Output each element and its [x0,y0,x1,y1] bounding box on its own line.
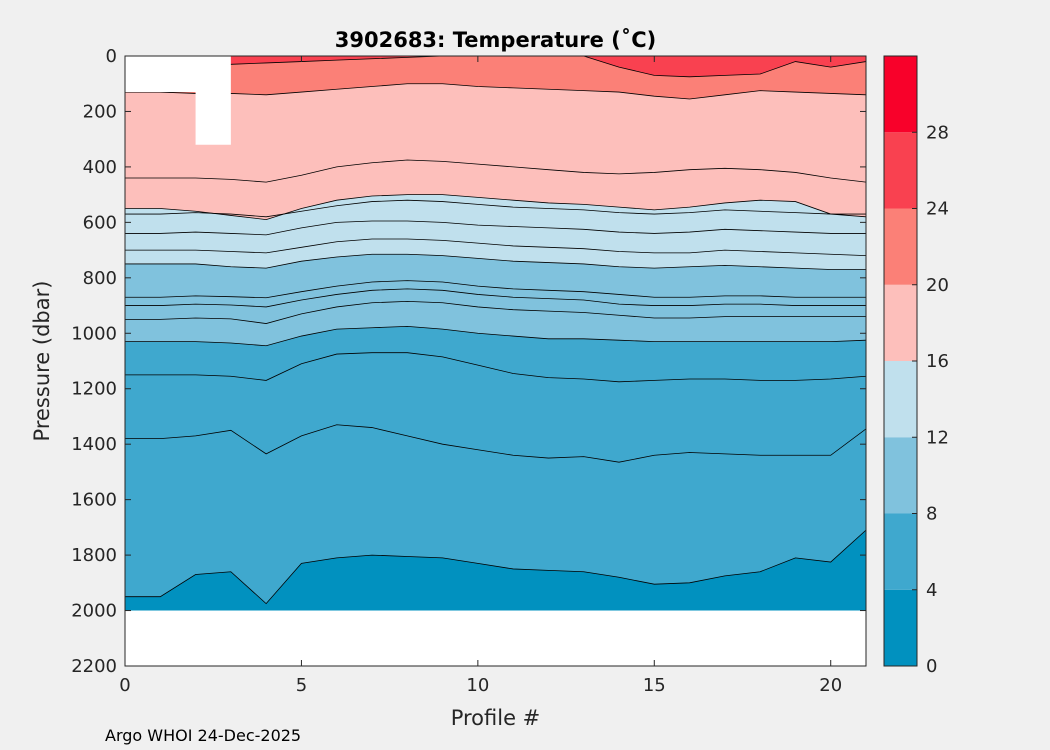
isotherm-8 [125,325,866,347]
x-tick-label: 5 [296,675,307,696]
colorbar-band [884,589,917,666]
isotherm-10 [125,288,866,308]
isotherm-4 [125,529,866,605]
colorbar-band [884,132,917,209]
colorbar-band [884,437,917,514]
y-tick-label: 1200 [71,379,117,400]
y-tick-label: 1400 [71,434,117,455]
colorbar: 0 4 8 12 16 20 24 28 [883,55,949,677]
y-axis-label: Pressure (dbar) [30,281,54,442]
chart-title: 3902683: Temperature (˚C) [335,28,656,52]
y-tick-label: 800 [83,268,117,289]
x-tick-label: 20 [819,675,842,696]
isotherm-7 [125,352,866,383]
colorbar-tick-label: 24 [926,199,949,220]
y-tick-label: 400 [83,157,117,178]
x-tick-label: 15 [643,675,666,696]
axes: 0 5 10 15 2002004006008001000120014001600180… [71,46,866,696]
colorbar-tick-label: 20 [926,275,949,296]
isotherm-15 [125,199,866,218]
no-data-top [125,56,866,145]
colorbar-tick-label: 0 [926,656,937,677]
no-data-bottom [126,610,865,665]
isotherm-6 [125,424,866,463]
colorbar-tick-label: 28 [926,122,949,143]
y-tick-label: 600 [83,212,117,233]
isotherm-17 [125,159,866,183]
y-tick-label: 2000 [71,601,117,622]
colorbar-tick-label: 16 [926,351,949,372]
x-tick-label: 0 [119,675,130,696]
colorbar-band [884,284,917,361]
colorbar-band [884,56,917,133]
colorbar-tick-label: 12 [926,427,949,448]
colorbar-tick-label: 8 [926,504,937,525]
y-tick-label: 2200 [71,656,117,677]
y-tick-label: 1800 [71,545,117,566]
isotherm-13 [125,238,866,257]
isotherm-20 [125,83,866,100]
y-tick-label: 0 [106,46,117,67]
colorbar-band [884,513,917,590]
footer-credit: Argo WHOI 24-Dec-2025 [105,726,301,745]
isotherm-16 [125,194,866,220]
isotherm-12 [125,253,866,270]
x-axis-label: Profile # [451,706,541,730]
y-tick-label: 1600 [71,490,117,511]
isotherm-14 [125,220,866,236]
x-tick-label: 10 [466,675,489,696]
colorbar-band [884,208,917,285]
isotherm-9 [125,300,866,324]
isotherm-24 [125,56,866,78]
colorbar-tick-label: 4 [926,580,937,601]
colorbar-band [884,361,917,438]
isotherm-11 [125,280,866,299]
y-tick-label: 200 [83,101,117,122]
contour-lines [125,56,866,605]
contour-bands [125,56,866,611]
plot-frame [124,55,867,667]
no-data-mask [125,56,866,665]
y-tick-label: 1000 [71,323,117,344]
